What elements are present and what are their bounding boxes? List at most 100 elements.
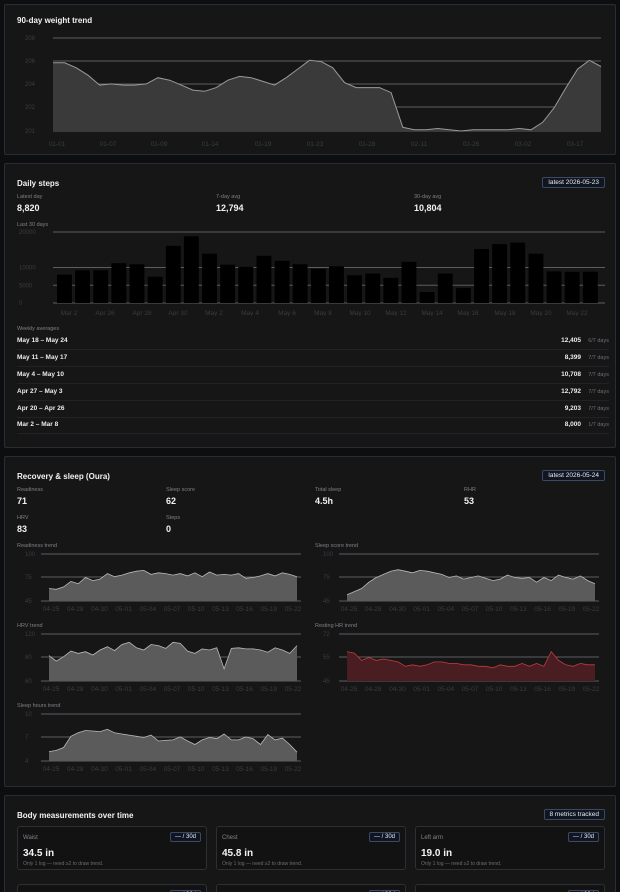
- recovery-trend-area: [49, 642, 297, 681]
- steps-bar[interactable]: [256, 255, 272, 303]
- range-30d-button[interactable]: — / 30d: [368, 832, 400, 842]
- steps-bar[interactable]: [310, 268, 326, 303]
- weekly-days: 1/7 days: [588, 422, 609, 428]
- recovery-xtick: 05-01: [413, 686, 430, 693]
- steps-bar[interactable]: [455, 288, 471, 303]
- steps-xtick: Mar 2: [61, 310, 78, 316]
- recovery-xtick: 05-19: [558, 606, 575, 613]
- recovery-ytick: 45: [323, 599, 330, 605]
- range-30d-button[interactable]: — / 30d: [169, 890, 201, 892]
- steps-bar[interactable]: [437, 273, 453, 304]
- steps-xtick: May 20: [530, 310, 552, 316]
- recovery-xtick: 04-30: [91, 606, 108, 613]
- recovery-trend-area: [347, 569, 595, 601]
- recovery-ytick: 100: [323, 552, 334, 558]
- steps-bar[interactable]: [510, 242, 526, 303]
- recovery-stat-value: 83: [17, 524, 28, 534]
- steps-xtick: May 12: [385, 310, 407, 316]
- steps-bar[interactable]: [492, 244, 508, 303]
- steps-bar[interactable]: [111, 263, 127, 303]
- weight-ytick: 208: [25, 36, 36, 42]
- recovery-ytick: 55: [323, 655, 330, 661]
- recovery-xtick: 05-10: [188, 686, 205, 693]
- steps-bar[interactable]: [292, 264, 308, 303]
- steps-bar[interactable]: [564, 271, 580, 303]
- measurement-card[interactable]: Left arm 19.0 in Only 1 log — need ≥2 to d…: [415, 826, 605, 870]
- recovery-xtick: 04-25: [43, 686, 60, 693]
- steps-bar[interactable]: [165, 245, 181, 303]
- steps-xtick: May 6: [278, 310, 296, 316]
- weight-ytick: 206: [25, 59, 36, 65]
- steps-bar[interactable]: [57, 274, 72, 303]
- steps-bar[interactable]: [474, 249, 489, 303]
- steps-bar[interactable]: [419, 292, 435, 303]
- range-30d-button[interactable]: — / 30d: [368, 890, 400, 892]
- steps-xtick: May 8: [314, 310, 332, 316]
- metrics-tracked-badge: 8 metrics tracked: [543, 809, 605, 820]
- steps-bar[interactable]: [220, 264, 236, 303]
- steps-bar[interactable]: [147, 276, 163, 303]
- weekly-range: Apr 20 – Apr 26: [17, 405, 65, 412]
- steps-bar[interactable]: [383, 277, 399, 303]
- weekly-days: 7/7 days: [588, 355, 609, 361]
- steps-bar[interactable]: [546, 271, 562, 303]
- recovery-xtick: 05-04: [139, 606, 156, 613]
- measurement-card[interactable]: — / 30d: [415, 884, 605, 892]
- weekly-value: 8,399: [564, 354, 581, 361]
- steps-xtick: Apr 26: [95, 310, 115, 316]
- steps-bar[interactable]: [183, 236, 199, 303]
- recovery-xtick: 05-04: [437, 606, 454, 613]
- recovery-ytick: 72: [323, 632, 330, 638]
- body-title: Body measurements over time: [17, 811, 134, 820]
- steps-bar[interactable]: [528, 253, 544, 303]
- steps-bar[interactable]: [75, 270, 90, 303]
- steps-bar[interactable]: [582, 271, 598, 303]
- measurement-value: 19.0 in: [421, 848, 453, 859]
- recovery-xtick: 05-04: [139, 686, 156, 693]
- recovery-stat-value: 0: [166, 524, 172, 534]
- steps-ytick: 0: [19, 301, 23, 307]
- weekly-value: 10,708: [561, 371, 581, 378]
- measurement-note: Only 1 log — need ≥2 to draw trend.: [23, 861, 104, 867]
- recovery-trend-chart: 10 7 4 04-25 04-28 04-30 05-01 05-04 05-07 05-10 0…: [25, 712, 302, 773]
- weekly-average-row: Apr 20 – Apr 26 9,203 7/7 days: [17, 402, 609, 418]
- recovery-xtick: 04-28: [67, 606, 84, 613]
- recovery-xtick: 05-01: [115, 686, 132, 693]
- measurement-card[interactable]: Chest 45.8 in Only 1 log — need ≥2 to draw…: [216, 826, 406, 870]
- range-30d-button[interactable]: — / 30d: [169, 832, 201, 842]
- recovery-xtick: 05-16: [534, 686, 551, 693]
- recovery-title: Recovery & sleep (Oura): [17, 472, 110, 481]
- weight-xtick: 03-17: [567, 141, 584, 148]
- recovery-xtick: 05-13: [510, 686, 527, 693]
- recovery-xtick: 04-28: [67, 686, 84, 693]
- measurement-card[interactable]: — / 30d: [17, 884, 207, 892]
- recovery-chart-label: Readiness trend: [17, 543, 58, 549]
- recovery-xtick: 04-28: [365, 606, 382, 613]
- steps-chart: 20000 10000 5000 0 Mar 2 Apr 26 Apr 28 Apr 30 Ma…: [19, 230, 605, 316]
- recovery-trend-line: [346, 569, 596, 596]
- recovery-xtick: 05-07: [462, 686, 479, 693]
- range-30d-button[interactable]: — / 30d: [567, 890, 599, 892]
- recovery-xtick: 04-25: [341, 606, 358, 613]
- steps-bar[interactable]: [365, 273, 381, 304]
- weekly-average-row: May 4 – May 10 10,708 7/7 days: [17, 368, 609, 384]
- recovery-trend-area: [347, 651, 595, 681]
- range-30d-button[interactable]: — / 30d: [567, 832, 599, 842]
- recovery-ytick: 45: [323, 679, 330, 685]
- steps-bar[interactable]: [129, 264, 145, 303]
- recovery-ytick: 120: [25, 632, 36, 638]
- steps-panel: Daily steps latest 2026-05-23 Latest day…: [4, 163, 616, 448]
- measurement-card[interactable]: Waist 34.5 in Only 1 log — need ≥2 to draw…: [17, 826, 207, 870]
- recovery-xtick: 05-10: [188, 606, 205, 613]
- weekly-value: 8,000: [564, 421, 581, 428]
- steps-bar[interactable]: [93, 270, 109, 303]
- measurement-card[interactable]: — / 30d: [216, 884, 406, 892]
- recovery-xtick: 05-04: [437, 686, 454, 693]
- recovery-xtick: 05-22: [285, 686, 302, 693]
- steps-bar[interactable]: [202, 253, 217, 303]
- steps-bar[interactable]: [401, 261, 417, 303]
- steps-bar[interactable]: [238, 266, 254, 303]
- steps-bar[interactable]: [274, 260, 290, 303]
- steps-bar[interactable]: [329, 266, 344, 303]
- steps-bar[interactable]: [347, 275, 362, 303]
